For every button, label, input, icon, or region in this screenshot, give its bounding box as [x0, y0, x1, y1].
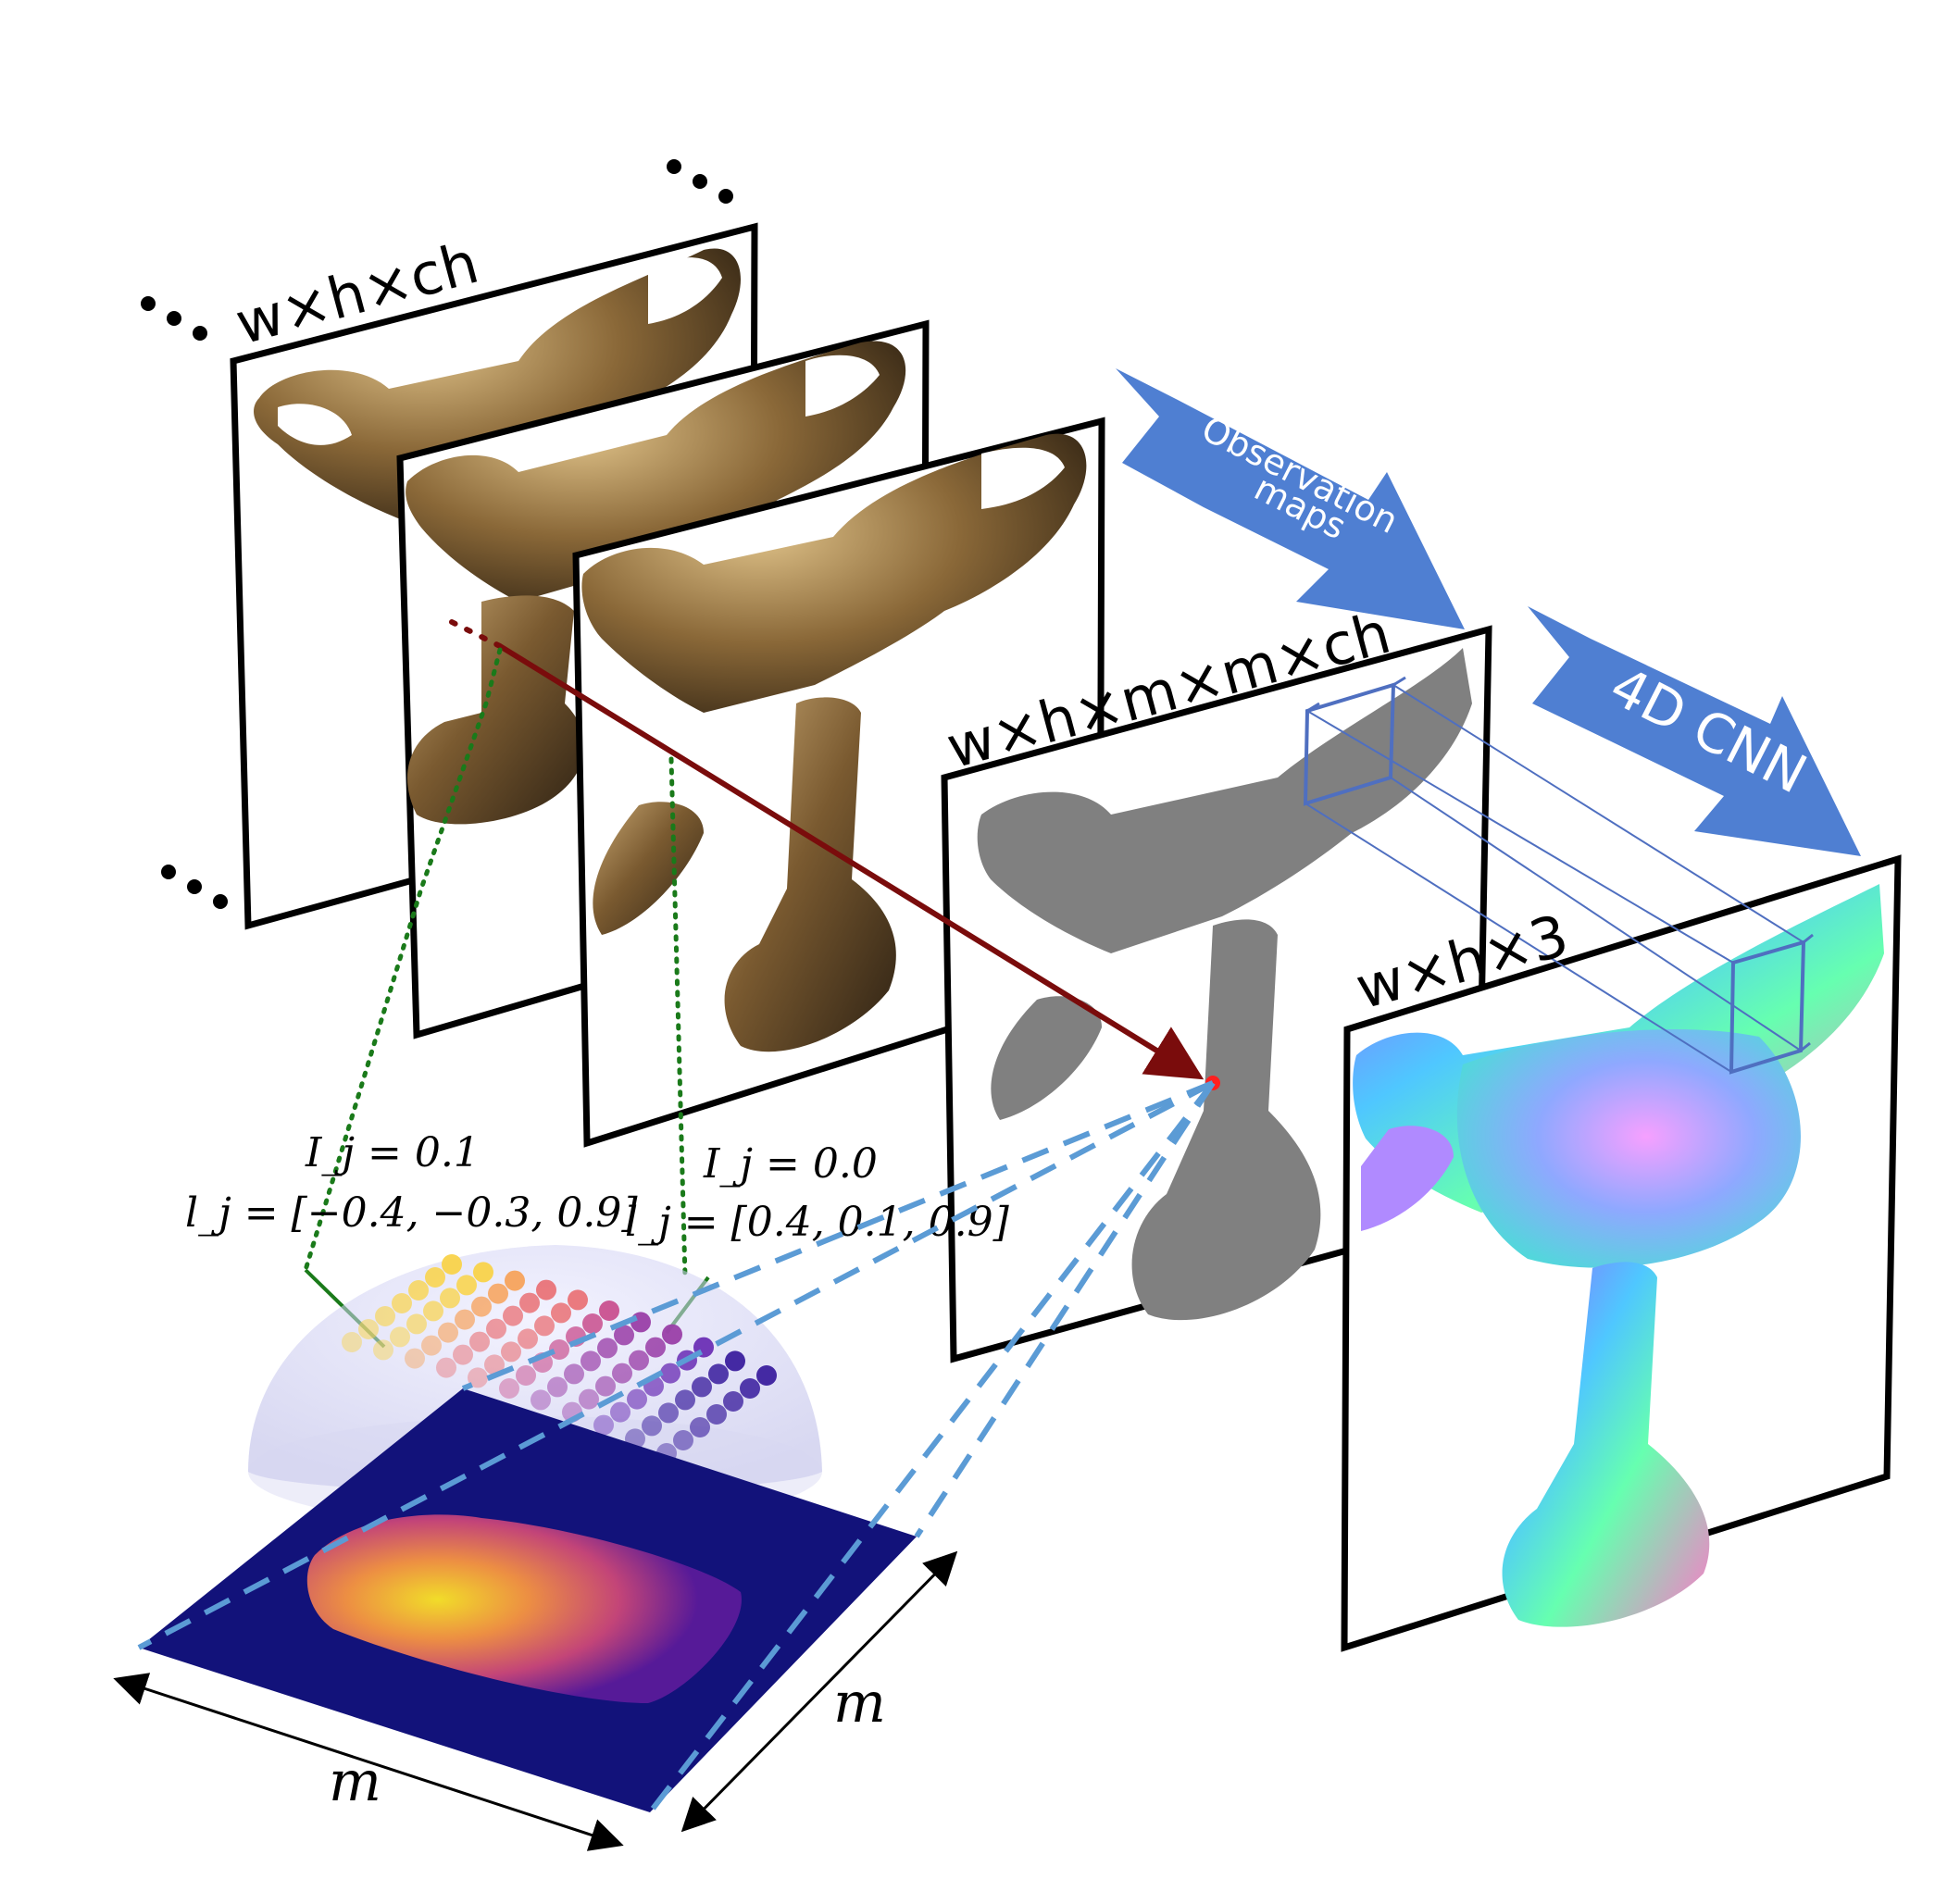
light-sample-point: [595, 1375, 616, 1397]
light-sample-point: [436, 1357, 456, 1378]
right-intensity: I_j = 0.0: [703, 1140, 878, 1188]
light-sample-point: [473, 1262, 493, 1283]
light-sample-point: [442, 1254, 462, 1275]
light-sample-point: [408, 1280, 429, 1300]
light-sample-point: [610, 1401, 630, 1423]
m-dimension-right: m: [680, 1550, 958, 1833]
light-sample-point: [597, 1338, 618, 1359]
light-sample-point: [612, 1363, 632, 1384]
light-sample-point: [471, 1296, 492, 1317]
light-sample-point: [690, 1417, 710, 1437]
light-sample-point: [706, 1404, 727, 1425]
light-sample-point: [547, 1376, 568, 1398]
light-sample-point: [488, 1283, 508, 1304]
light-sample-point: [456, 1275, 477, 1296]
light-sample-point: [423, 1300, 443, 1322]
light-sample-point: [756, 1365, 777, 1386]
light-sample-point: [593, 1414, 614, 1436]
light-sample-point: [468, 1367, 488, 1388]
light-sample-point: [440, 1288, 460, 1309]
light-sample-point: [675, 1389, 695, 1411]
light-sample-point: [342, 1332, 362, 1352]
light-sample-point: [627, 1388, 647, 1410]
light-sample-point: [358, 1319, 379, 1339]
green-dotted-lines: [303, 647, 688, 1280]
light-sample-point: [692, 1376, 712, 1398]
m-label-bottom: m: [329, 1749, 381, 1814]
light-sample-point: [564, 1363, 584, 1385]
light-sample-point: [503, 1305, 523, 1326]
light-sample-point: [505, 1270, 525, 1291]
normal-map-frame: [1341, 854, 1902, 1652]
light-sample-point: [723, 1391, 743, 1412]
light-sample-point: [531, 1389, 551, 1411]
light-sample-point: [536, 1279, 556, 1300]
light-sample-point: [518, 1328, 538, 1350]
light-sample-point: [499, 1378, 519, 1399]
light-sample-point: [390, 1326, 410, 1348]
light-sample-point: [373, 1339, 393, 1361]
light-sample-point: [568, 1289, 588, 1311]
light-sample-point: [630, 1312, 651, 1333]
light-sample-point: [725, 1350, 745, 1372]
light-sample-point: [580, 1350, 601, 1372]
light-sample-point: [392, 1293, 412, 1313]
trophy-image-3: [581, 433, 1087, 1052]
light-sample-point: [534, 1315, 555, 1337]
left-light-annotation: I_j = 0.1 l_j = [−0.4, −0.3, 0.9]: [185, 1129, 638, 1237]
cnn-projection-lines: [1305, 684, 1804, 1073]
light-sample-point: [658, 1402, 679, 1424]
light-sample-point: [614, 1325, 634, 1346]
light-sample-points: [342, 1254, 777, 1463]
light-sample-point: [708, 1363, 729, 1385]
light-sample-point: [516, 1365, 536, 1386]
light-sample-point: [406, 1313, 427, 1335]
light-sample-point: [740, 1378, 760, 1399]
ellipsis-dots-bottom: [161, 865, 228, 909]
light-sample-point: [484, 1354, 505, 1375]
light-sample-point: [579, 1388, 599, 1410]
right-light-vector: l_j = [0.4, 0.1, 0.9]: [625, 1199, 1010, 1246]
ellipsis-dots-top: [667, 159, 733, 204]
light-sample-point: [453, 1344, 473, 1365]
trophy-image-2: [406, 341, 906, 825]
left-light-vector: l_j = [−0.4, −0.3, 0.9]: [185, 1189, 638, 1237]
m-label-right: m: [833, 1671, 886, 1736]
observation-maps-arrow: Observation maps: [1116, 368, 1465, 629]
light-sample-point: [519, 1292, 540, 1313]
right-light-annotation: I_j = 0.0 l_j = [0.4, 0.1, 0.9]: [625, 1140, 1010, 1246]
light-sample-point: [673, 1430, 693, 1450]
light-sample-point: [629, 1350, 649, 1371]
light-sample-point: [660, 1363, 680, 1384]
light-sample-point: [405, 1348, 425, 1369]
light-sample-point: [662, 1324, 682, 1345]
light-sample-point: [486, 1318, 506, 1339]
m-dimension-bottom: m: [113, 1673, 624, 1851]
light-sample-point: [421, 1335, 442, 1356]
ellipsis-dots-left: [141, 296, 207, 341]
gray-trophy-silhouette: [977, 648, 1472, 1321]
light-sample-point: [375, 1306, 395, 1326]
light-sample-point: [642, 1415, 662, 1437]
light-sample-point: [455, 1309, 475, 1330]
light-sample-point: [425, 1267, 445, 1288]
light-sample-point: [438, 1322, 458, 1343]
light-sample-point: [469, 1331, 490, 1352]
trophy-image-1: [254, 248, 741, 518]
light-sample-point: [582, 1313, 603, 1334]
left-intensity: I_j = 0.1: [305, 1129, 480, 1176]
normal-map-trophy: [1353, 884, 1884, 1627]
4d-cnn-arrow: 4D CNN: [1528, 606, 1861, 856]
light-sample-point: [645, 1337, 666, 1358]
light-sample-point: [551, 1302, 571, 1324]
light-hemisphere: [248, 1245, 822, 1527]
light-sample-point: [599, 1300, 619, 1321]
light-sample-point: [549, 1339, 569, 1360]
light-sample-point: [501, 1341, 521, 1363]
